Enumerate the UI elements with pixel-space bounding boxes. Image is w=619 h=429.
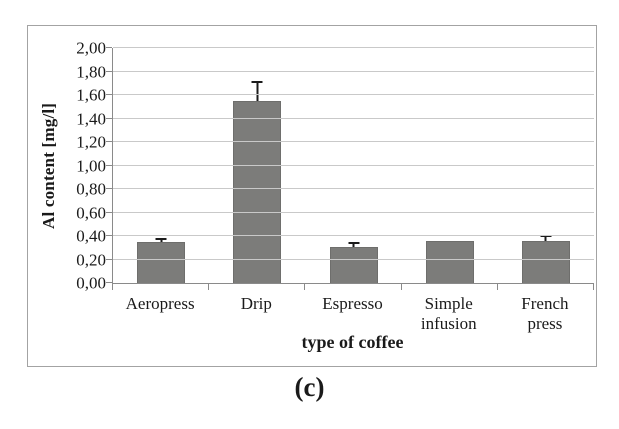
- x-axis-tick: [208, 284, 210, 290]
- y-axis-tick-labels: 0,00 0,20 0,40 0,60 0,80 1,00 1,20 1,40 1,60 1,80…: [54, 40, 106, 292]
- error-bar: [155, 238, 167, 242]
- x-axis-tick: [112, 284, 113, 290]
- x-axis-tick: [593, 284, 594, 290]
- y-tick-label: 0,40: [76, 226, 106, 246]
- category-label: Simple infusion: [420, 294, 477, 334]
- x-axis-title: type of coffee: [301, 332, 404, 352]
- figure-caption: (c): [294, 372, 325, 402]
- plot-area: [106, 47, 594, 290]
- bar-slots: [113, 48, 594, 283]
- y-tick-label: 2,00: [76, 38, 106, 58]
- gridline: [113, 94, 594, 95]
- x-axis-tick: [304, 284, 306, 290]
- y-axis-tick: [106, 94, 112, 95]
- category-label: Espresso: [322, 294, 383, 313]
- gridline: [113, 188, 594, 189]
- category-label: Aeropress: [125, 294, 195, 313]
- y-axis-tick: [106, 235, 112, 236]
- bar-french-press: [521, 240, 570, 283]
- bar-slot: [113, 48, 209, 283]
- gridline: [113, 117, 594, 119]
- chart-container: Al content [mg/l] 0,00 0,20 0,40 0,60 0,80 1,…: [27, 25, 597, 367]
- gridline: [113, 211, 594, 213]
- x-axis-category-labels: Aeropress Drip Espresso Simple infusion Fren…: [112, 294, 593, 335]
- x-axis-tick: [400, 284, 402, 290]
- y-tick-label: 1,40: [76, 109, 106, 128]
- error-bar-line: [256, 80, 259, 101]
- y-axis-tick: [106, 211, 112, 213]
- y-tick-label: 1,60: [76, 85, 106, 105]
- y-axis-tick: [106, 47, 112, 48]
- gridline: [113, 164, 594, 166]
- y-axis-tick: [106, 282, 112, 283]
- bar-slot: [209, 48, 305, 283]
- y-tick-label: 0,00: [76, 273, 106, 293]
- y-tick-label: 1,80: [76, 62, 106, 81]
- error-bar-cap: [155, 238, 167, 241]
- error-bar: [251, 80, 263, 101]
- y-axis-tick: [106, 117, 112, 119]
- bar-slot: [305, 48, 401, 283]
- gridline: [113, 47, 594, 48]
- x-axis-tick: [496, 284, 498, 290]
- y-tick-label: 0,80: [76, 179, 106, 199]
- y-tick-label: 1,20: [76, 132, 106, 152]
- y-axis-tick: [106, 141, 112, 142]
- y-axis-tick: [106, 164, 112, 166]
- gridline: [113, 141, 594, 142]
- bar-drip: [233, 100, 282, 283]
- y-tick-label: 0,60: [76, 203, 106, 222]
- bar-aeropress: [137, 241, 186, 283]
- gridline: [113, 235, 594, 236]
- error-bar-line: [352, 241, 355, 247]
- category-label: French press: [521, 294, 569, 334]
- bar-simple-infusion: [425, 240, 474, 283]
- bar-slot: [402, 48, 498, 283]
- bar-espresso: [329, 246, 378, 283]
- error-bar-cap: [348, 241, 359, 244]
- error-bar: [348, 241, 359, 247]
- category-label: Drip: [240, 294, 272, 313]
- y-axis-tick: [106, 188, 112, 189]
- error-bar-line: [544, 234, 547, 241]
- y-tick-label: 1,00: [76, 156, 106, 175]
- y-axis-tick: [106, 258, 112, 260]
- gridline: [113, 70, 594, 72]
- y-tick-label: 0,20: [76, 250, 106, 269]
- bar-slot: [498, 48, 594, 283]
- error-bar-cap: [251, 80, 263, 83]
- gridline: [113, 258, 594, 260]
- y-axis-tick: [106, 70, 112, 72]
